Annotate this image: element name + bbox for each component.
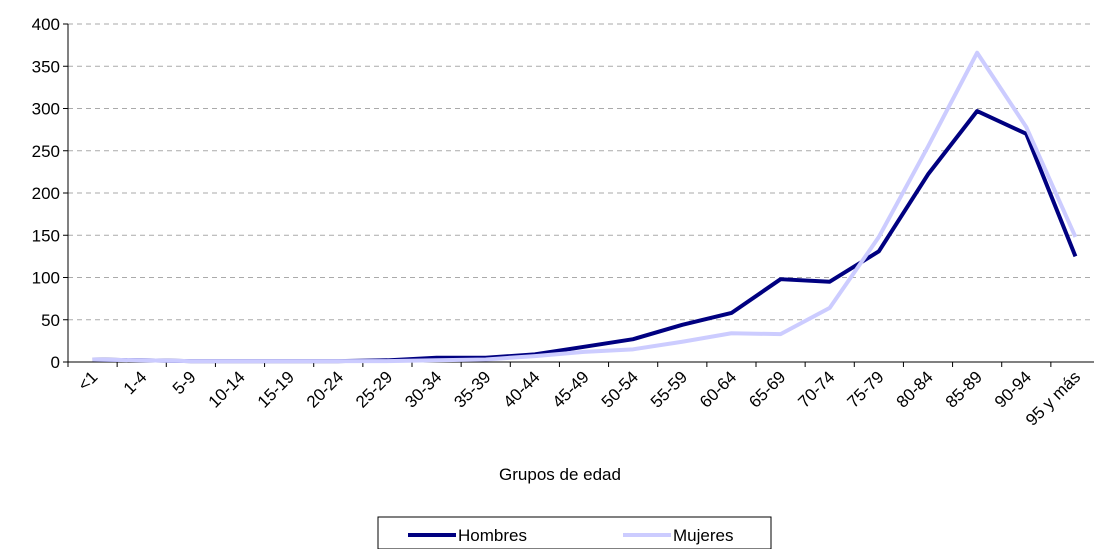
x-axis-title: Grupos de edad: [499, 465, 621, 484]
x-tick-label: 90-94: [991, 367, 1035, 411]
x-tick-label: 70-74: [794, 367, 838, 411]
x-tick-label: 20-24: [303, 367, 347, 411]
x-tick-label: 25-29: [352, 367, 396, 411]
y-tick-label: 300: [32, 100, 60, 119]
x-tick-label: 85-89: [942, 367, 986, 411]
x-tick-label: 5-9: [169, 367, 200, 398]
legend-label: Hombres: [458, 526, 527, 545]
x-tick-label: 30-34: [401, 367, 445, 411]
x-tick-label: 15-19: [254, 367, 298, 411]
x-tick-label: 10-14: [205, 367, 249, 411]
y-tick-label: 350: [32, 57, 60, 76]
legend-box: [377, 516, 772, 550]
y-tick-label: 250: [32, 142, 60, 161]
x-tick-label: 65-69: [745, 367, 789, 411]
y-tick-label: 150: [32, 226, 60, 245]
x-tick-label: 35-39: [450, 367, 494, 411]
x-tick-label: 80-84: [893, 367, 937, 411]
y-tick-label: 400: [32, 15, 60, 34]
x-tick-label: <1: [74, 367, 101, 394]
line-series: [92, 50, 1078, 364]
y-tick-label: 0: [51, 353, 60, 372]
x-tick-label: 75-79: [844, 367, 888, 411]
x-tick-label: 50-54: [598, 367, 642, 411]
x-tick-label: 60-64: [696, 367, 740, 411]
legend-label: Mujeres: [673, 526, 733, 545]
x-tick-label: 95 y más: [1022, 367, 1084, 429]
x-tick-label: 40-44: [500, 367, 544, 411]
x-tick-label: 1-4: [120, 367, 151, 398]
x-tick-label: 45-49: [549, 367, 593, 411]
y-tick-label: 50: [41, 311, 60, 330]
y-tick-label: 200: [32, 184, 60, 203]
y-tick-label: 100: [32, 269, 60, 288]
x-tick-label: 55-59: [647, 367, 691, 411]
